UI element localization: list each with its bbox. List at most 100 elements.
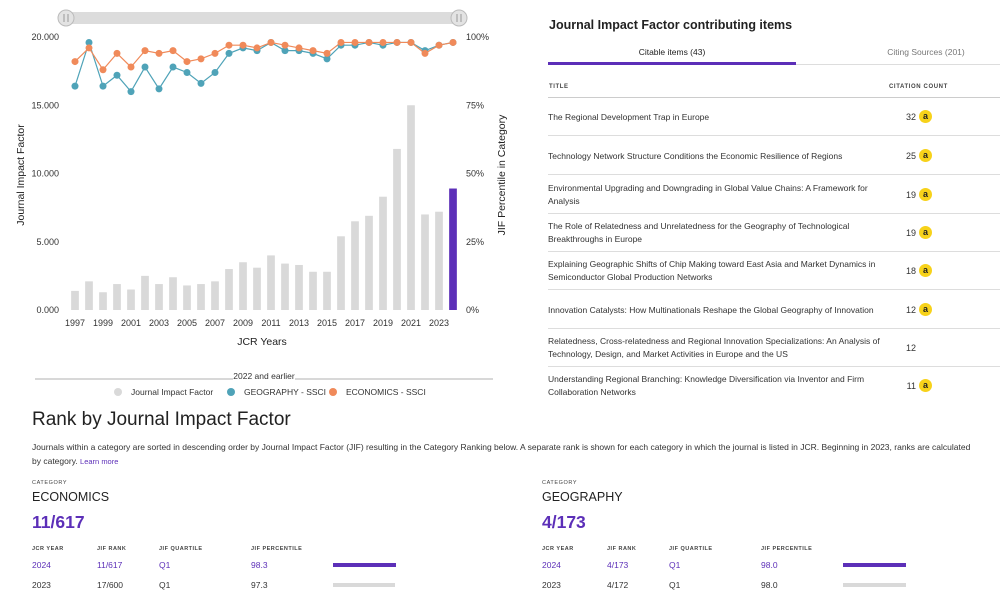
column-header-title[interactable]: TITLE xyxy=(549,84,569,90)
chart-zoom-slider[interactable] xyxy=(57,9,468,27)
jif-bar-2003[interactable] xyxy=(155,284,163,310)
jif-bar-2006[interactable] xyxy=(197,284,205,310)
jif-bar-2023[interactable] xyxy=(435,211,443,310)
economics-point-2017[interactable] xyxy=(351,38,359,46)
geography-point-2000[interactable] xyxy=(113,71,121,79)
learn-more-link[interactable]: Learn more xyxy=(80,456,119,466)
economics-point-2016[interactable] xyxy=(337,38,345,46)
economics-point-2006[interactable] xyxy=(197,55,205,63)
economics-point-2023[interactable] xyxy=(435,41,443,49)
slider-right-handle[interactable] xyxy=(450,9,468,27)
jif-bar-2022[interactable] xyxy=(421,214,429,310)
open-access-icon: a xyxy=(919,379,932,392)
geography-point-2012[interactable] xyxy=(281,47,289,55)
item-title-link[interactable]: Relatedness, Cross-relatedness and Regio… xyxy=(548,336,880,359)
tab-citable-items[interactable]: Citable items (43) xyxy=(638,47,706,57)
geography-point-2005[interactable] xyxy=(183,68,191,76)
economics-point-2022[interactable] xyxy=(421,49,429,57)
jif-bar-1998[interactable] xyxy=(85,281,93,310)
geography-point-2015[interactable] xyxy=(323,55,331,63)
economics-point-2009[interactable] xyxy=(239,41,247,49)
jif-bar-2010[interactable] xyxy=(253,267,261,310)
economics-point-2012[interactable] xyxy=(281,41,289,49)
geography-point-1998[interactable] xyxy=(85,38,93,46)
item-title-link[interactable]: Environmental Upgrading and Downgrading … xyxy=(548,183,868,206)
economics-point-2010[interactable] xyxy=(253,44,261,52)
geography-point-2006[interactable] xyxy=(197,79,205,87)
economics-point-1999[interactable] xyxy=(99,66,107,74)
geography-point-1997[interactable] xyxy=(71,82,79,90)
legend-item-economics[interactable]: ECONOMICS - SSCI xyxy=(329,387,426,397)
legend-item-geography[interactable]: GEOGRAPHY - SSCI xyxy=(227,387,326,397)
column-header-citation-count[interactable]: CITATION COUNT xyxy=(889,84,948,90)
economics-point-2002[interactable] xyxy=(141,47,149,55)
economics-point-2019[interactable] xyxy=(379,38,387,46)
economics-point-2007[interactable] xyxy=(211,49,219,57)
item-title-link[interactable]: Technology Network Structure Conditions … xyxy=(548,150,843,161)
jif-bar-2008[interactable] xyxy=(225,269,233,310)
category-label: CATEGORY xyxy=(32,480,68,486)
slider-left-handle[interactable] xyxy=(57,9,75,27)
geography-point-2001[interactable] xyxy=(127,88,135,96)
economics-point-2004[interactable] xyxy=(169,47,177,55)
geography-point-2002[interactable] xyxy=(141,63,149,71)
economics-point-2003[interactable] xyxy=(155,49,163,57)
economics-point-1998[interactable] xyxy=(85,44,93,52)
jif-bar-1999[interactable] xyxy=(99,292,107,310)
jif-bar-2019[interactable] xyxy=(379,196,387,310)
jif-bar-2021[interactable] xyxy=(407,105,415,310)
item-title-link[interactable]: Explaining Geographic Shifts of Chip Mak… xyxy=(548,259,876,282)
economics-point-2001[interactable] xyxy=(127,63,135,71)
table-row: Environmental Upgrading and Downgrading … xyxy=(548,176,1000,214)
jif-bar-2011[interactable] xyxy=(267,255,275,310)
economics-point-2024[interactable] xyxy=(449,38,457,46)
header-divider xyxy=(548,97,1000,98)
jif-bar-1997[interactable] xyxy=(71,290,79,310)
economics-point-2015[interactable] xyxy=(323,49,331,57)
jif-bar-2012[interactable] xyxy=(281,263,289,310)
jif-bar-2004[interactable] xyxy=(169,277,177,310)
geography-point-2003[interactable] xyxy=(155,85,163,93)
jif-bar-2001[interactable] xyxy=(127,289,135,310)
jif-bar-2009[interactable] xyxy=(239,262,247,310)
jif-bar-2014[interactable] xyxy=(309,271,317,310)
legend-item-jif[interactable]: Journal Impact Factor xyxy=(114,387,213,397)
table-row: Innovation Catalysts: How Multinationals… xyxy=(548,291,1000,329)
geography-point-2004[interactable] xyxy=(169,63,177,71)
item-citation-count: 32 xyxy=(905,112,916,122)
item-title-link[interactable]: The Role of Relatedness and Unrelatednes… xyxy=(548,221,850,244)
economics-point-2020[interactable] xyxy=(393,38,401,46)
economics-point-1997[interactable] xyxy=(71,58,79,66)
geography-point-2007[interactable] xyxy=(211,68,219,76)
economics-point-2000[interactable] xyxy=(113,49,121,57)
jif-bar-2016[interactable] xyxy=(337,236,345,310)
row-percentile: 97.3 xyxy=(251,580,268,590)
economics-point-2011[interactable] xyxy=(267,38,275,46)
item-title-link[interactable]: The Regional Development Trap in Europe xyxy=(548,111,710,122)
item-title-link[interactable]: Understanding Regional Branching: Knowle… xyxy=(548,374,865,397)
tab-citing-sources[interactable]: Citing Sources (201) xyxy=(887,47,965,57)
economics-point-2013[interactable] xyxy=(295,44,303,52)
slider-track[interactable] xyxy=(58,12,463,24)
jif-bar-2018[interactable] xyxy=(365,215,373,310)
jif-bar-2020[interactable] xyxy=(393,148,401,310)
geography-point-2008[interactable] xyxy=(225,49,233,57)
economics-point-2018[interactable] xyxy=(365,38,373,46)
economics-point-2005[interactable] xyxy=(183,58,191,66)
jif-bar-2015[interactable] xyxy=(323,271,331,310)
category-label: CATEGORY xyxy=(542,480,578,486)
item-title-link[interactable]: Innovation Catalysts: How Multinationals… xyxy=(548,304,874,315)
economics-point-2008[interactable] xyxy=(225,41,233,49)
open-access-icon: a xyxy=(919,149,932,162)
jif-bar-2000[interactable] xyxy=(113,284,121,310)
jif-bar-2024[interactable] xyxy=(449,188,457,310)
jif-bar-2005[interactable] xyxy=(183,285,191,310)
economics-point-2014[interactable] xyxy=(309,47,317,55)
table-row: The Regional Development Trap in Europe … xyxy=(548,98,1000,136)
jif-bar-2007[interactable] xyxy=(211,281,219,310)
jif-bar-2013[interactable] xyxy=(295,264,303,310)
jif-bar-2002[interactable] xyxy=(141,275,149,310)
geography-point-1999[interactable] xyxy=(99,82,107,90)
jif-bar-2017[interactable] xyxy=(351,221,359,310)
economics-point-2021[interactable] xyxy=(407,38,415,46)
